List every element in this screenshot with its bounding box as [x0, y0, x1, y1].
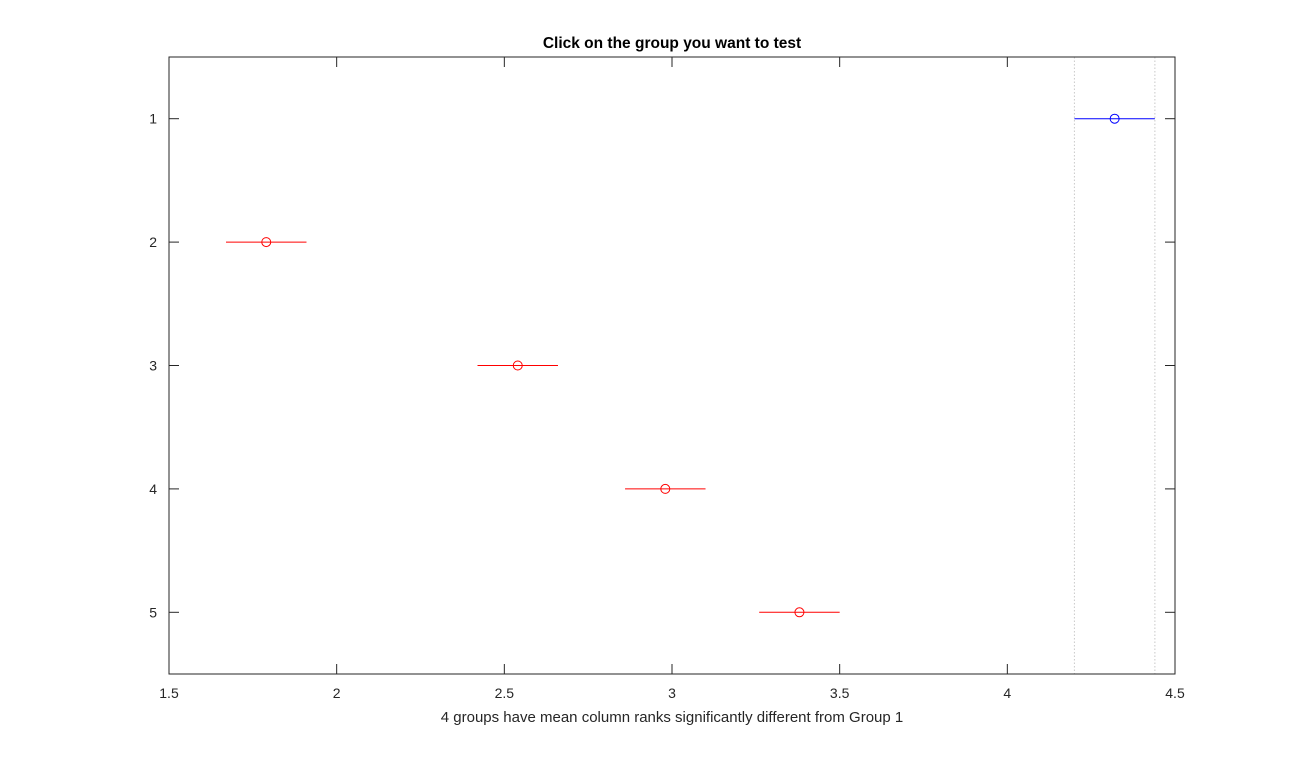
group-1-mean-marker[interactable] [1109, 113, 1120, 124]
x-tick-label: 2.5 [495, 685, 515, 701]
x-tick-label: 4 [1003, 685, 1011, 701]
chart-title: Click on the group you want to test [543, 35, 801, 52]
x-axis-label: 4 groups have mean column ranks signific… [441, 709, 903, 726]
x-tick-label: 1.5 [159, 685, 179, 701]
axes-box [168, 56, 1176, 675]
axes[interactable]: 1.5 2 2.5 3 3.5 4 4.5 1 2 3 4 5 [149, 56, 1185, 701]
x-tick-label: 4.5 [1165, 685, 1185, 701]
x-tick-label: 2 [333, 685, 341, 701]
group-5-mean-marker[interactable] [794, 607, 805, 618]
x-tick-label: 3 [668, 685, 676, 701]
y-tick-label: 3 [149, 358, 157, 374]
group-4-mean-marker[interactable] [660, 483, 671, 494]
y-tick-label: 2 [149, 234, 157, 250]
y-tick-label: 1 [149, 111, 157, 127]
group-2-mean-marker[interactable] [261, 237, 272, 248]
y-tick-label: 4 [149, 481, 157, 497]
y-tick-label: 5 [149, 604, 157, 620]
group-3-mean-marker[interactable] [512, 360, 523, 371]
x-tick-label: 3.5 [830, 685, 850, 701]
